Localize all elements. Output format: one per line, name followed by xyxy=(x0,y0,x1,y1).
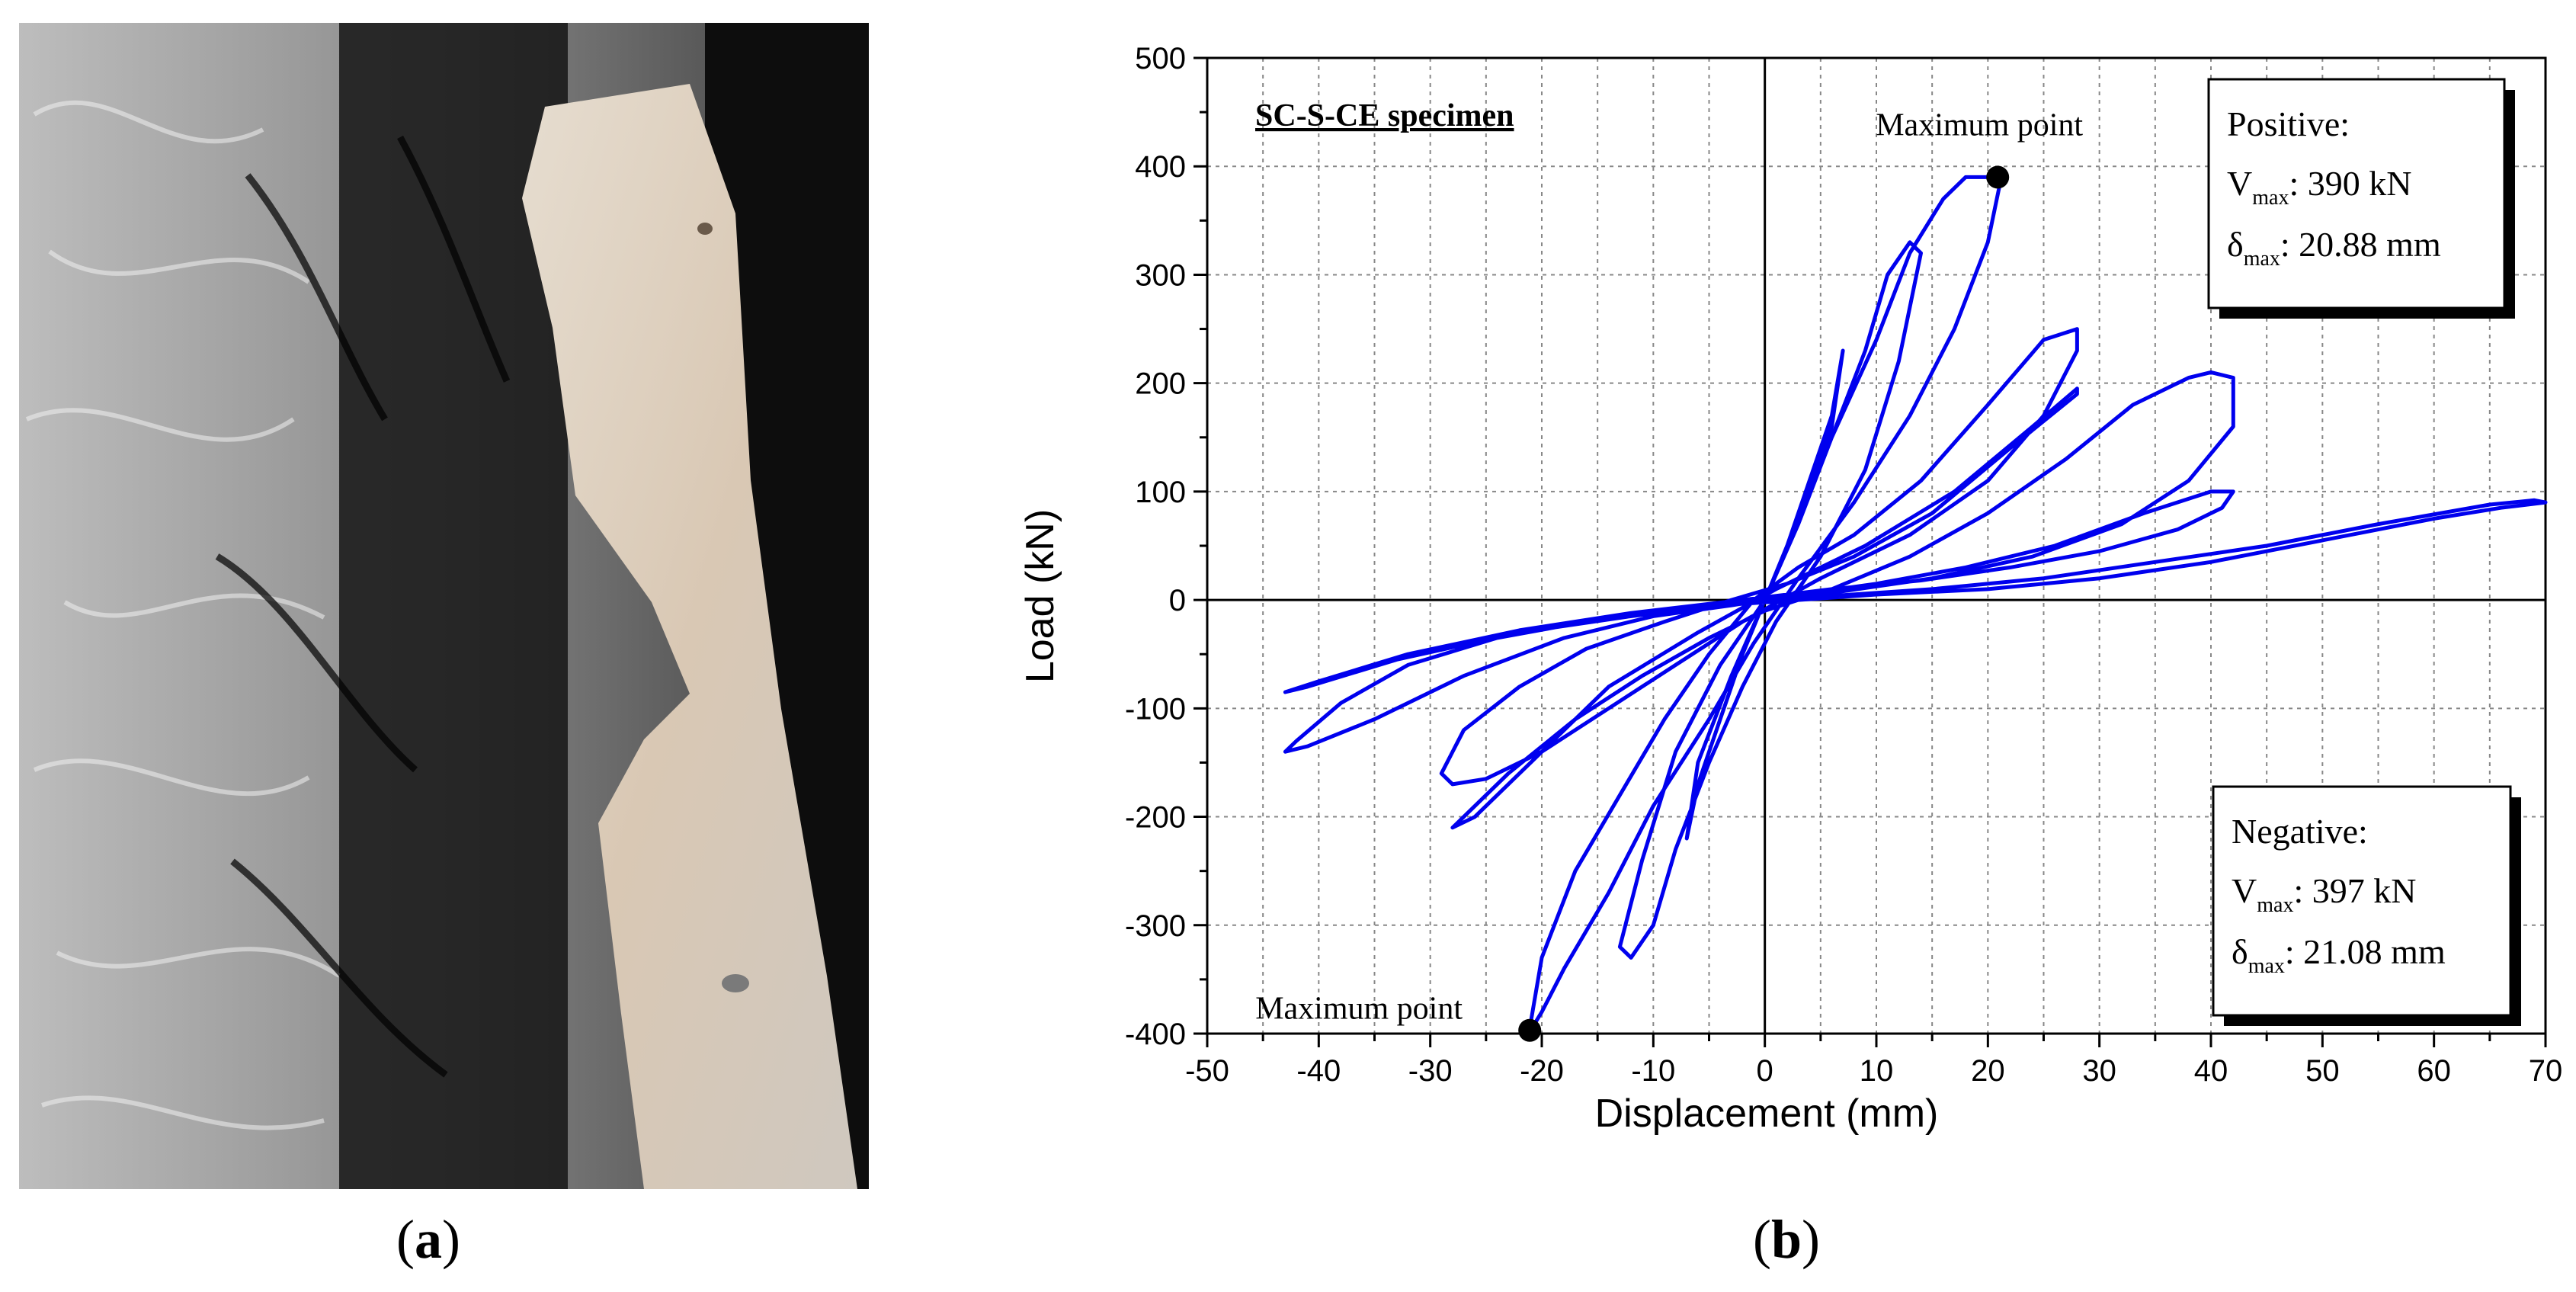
y-tick-label: -400 xyxy=(1125,1018,1186,1051)
x-tick-label: -10 xyxy=(1631,1054,1675,1088)
series-layer xyxy=(1283,175,2548,1033)
x-tick-label: 70 xyxy=(2529,1054,2563,1088)
maximum-point-label: Maximum point xyxy=(1255,992,1463,1027)
positive-box-frame xyxy=(2207,78,2506,309)
chart-canvas: -50 -40 -30 -20 -10 0 10 20 30 40 50 60 70-400-300-2… xyxy=(1018,42,2562,1136)
negative-box-frame xyxy=(2212,785,2512,1017)
y-tick-label: 300 xyxy=(1135,258,1186,292)
label-a-close: ) xyxy=(441,1209,460,1270)
negative-vmax: Vmax: 397 kN xyxy=(2232,871,2416,917)
x-tick-label: 10 xyxy=(1860,1054,1894,1088)
x-tick-label: 30 xyxy=(2082,1054,2116,1088)
marker-layer: Maximum point Maximum point xyxy=(1255,107,2083,1042)
ticks-layer: -50 -40 -30 -20 -10 0 10 20 30 40 50 60 70-400-300-2… xyxy=(1125,42,2562,1088)
x-tick-label: 20 xyxy=(1971,1054,2005,1088)
x-tick-label: 50 xyxy=(2305,1054,2340,1088)
y-tick-label: 100 xyxy=(1135,476,1186,509)
positive-vmax: Vmax: 390 kN xyxy=(2227,164,2411,210)
label-b-letter: b xyxy=(1770,1209,1802,1270)
y-tick-label: 200 xyxy=(1135,367,1186,401)
negative-dmax: δmax: 21.08 mm xyxy=(2232,932,2446,978)
panel-label-b: (b) xyxy=(1753,1208,1820,1271)
label-a-open: ( xyxy=(396,1209,415,1270)
y-tick-label: -200 xyxy=(1125,801,1186,835)
chart-title: SC-S-CE specimen xyxy=(1255,98,1514,133)
maximum-point-marker xyxy=(1518,1018,1542,1042)
y-tick-label: 500 xyxy=(1135,42,1186,75)
y-tick-label: -100 xyxy=(1125,692,1186,726)
x-tick-label: 0 xyxy=(1757,1054,1773,1088)
positive-annotation-box: Positive: Vmax: 390 kN δmax: 20.88 mm xyxy=(2207,78,2515,319)
hysteresis-chart: -50 -40 -30 -20 -10 0 10 20 30 40 50 60 70 -400 -300 -2… xyxy=(991,0,2576,1204)
y-tick-label: 400 xyxy=(1135,150,1186,184)
x-tick-label: 40 xyxy=(2194,1054,2228,1088)
negative-heading: Negative: xyxy=(2232,812,2368,851)
negative-annotation-box: Negative: Vmax: 397 kN δmax: 21.08 mm xyxy=(2212,785,2521,1026)
positive-heading: Positive: xyxy=(2227,104,2350,143)
maximum-point-label: Maximum point xyxy=(1876,107,2083,143)
specimen-photo xyxy=(19,23,869,1189)
y-axis-title: Load (kN) xyxy=(1018,509,1062,683)
x-tick-label: -40 xyxy=(1296,1054,1341,1088)
x-tick-label: -50 xyxy=(1185,1054,1229,1088)
label-b-open: ( xyxy=(1753,1209,1771,1270)
maximum-point-marker xyxy=(1986,165,2010,189)
hysteresis-curve xyxy=(1283,175,2548,1033)
specimen-photo-drawing xyxy=(19,23,869,1189)
x-tick-label: -20 xyxy=(1520,1054,1564,1088)
panel-label-a: (a) xyxy=(396,1208,460,1271)
label-b-close: ) xyxy=(1802,1209,1821,1270)
label-a-letter: a xyxy=(414,1209,442,1270)
x-tick-label: -30 xyxy=(1408,1054,1453,1088)
positive-dmax: δmax: 20.88 mm xyxy=(2227,225,2441,271)
y-tick-label: -300 xyxy=(1125,909,1186,943)
x-axis-title: Displacement (mm) xyxy=(1595,1092,1939,1136)
y-tick-label: 0 xyxy=(1169,584,1186,617)
x-tick-label: 60 xyxy=(2417,1054,2451,1088)
